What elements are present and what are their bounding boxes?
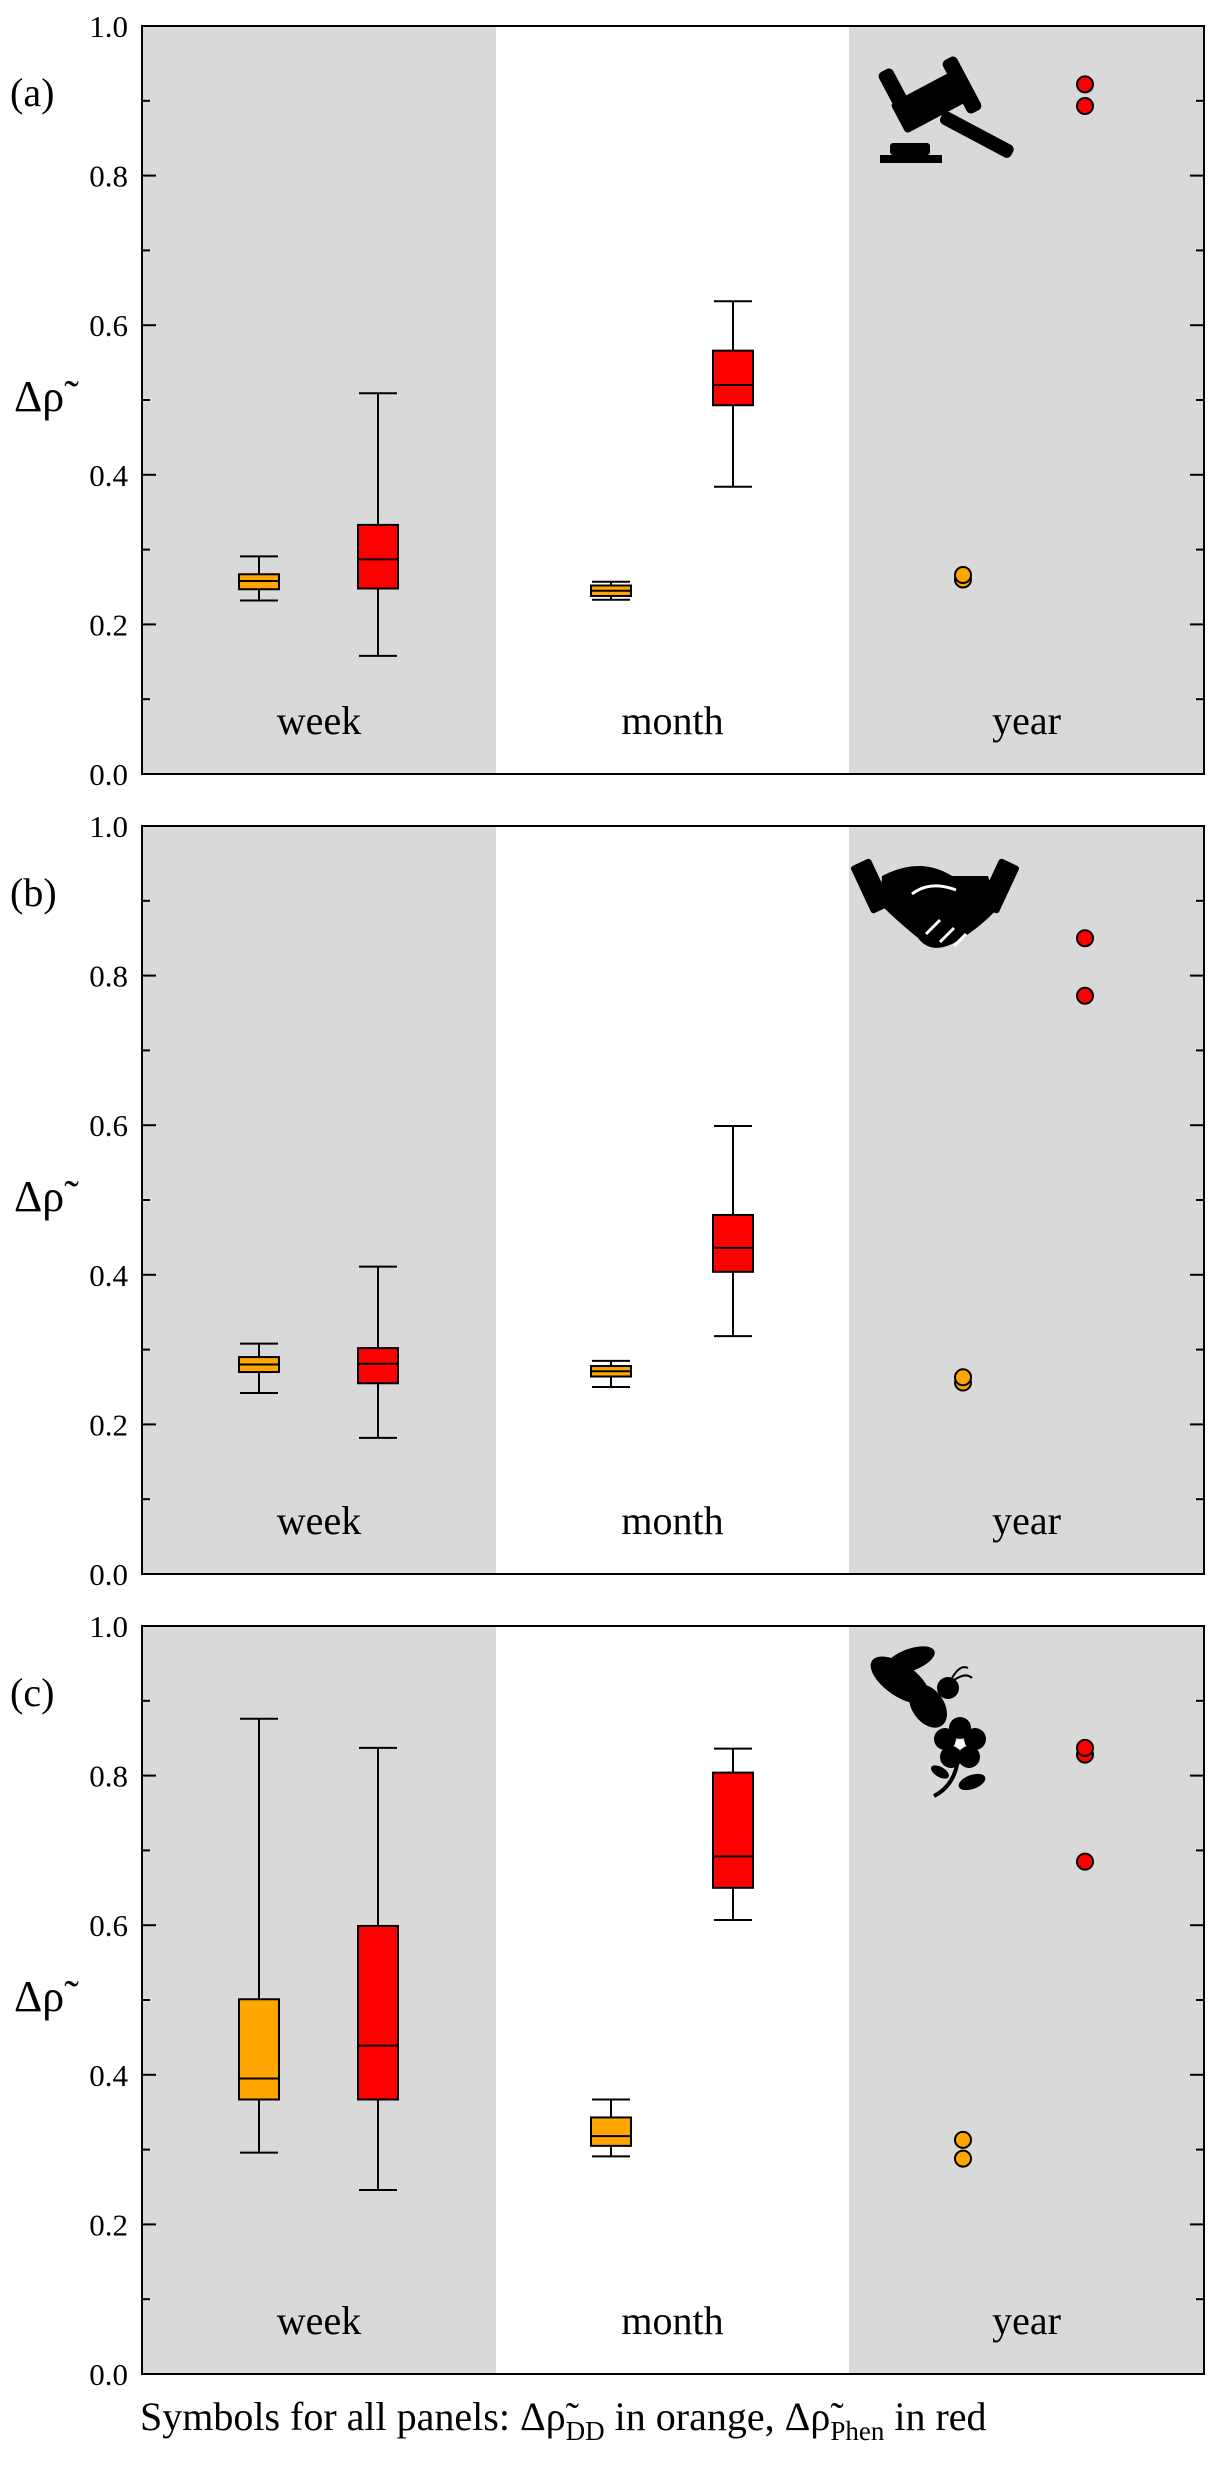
box-body	[712, 1771, 754, 1889]
panel-2: week month year 0.0 0.2 0.4 0.6 0.8 1.0 (b) Δρ̃	[10, 809, 1205, 1592]
box-month-dd	[590, 580, 632, 601]
box-body	[590, 2116, 632, 2147]
box-body	[357, 523, 399, 590]
y-axis-label: Δρ̃	[14, 1972, 79, 2021]
y-tick-label: 0.0	[89, 2357, 128, 2392]
category-label-year: year	[992, 698, 1061, 743]
box-body	[357, 1924, 399, 2101]
box-month-phen	[712, 1747, 754, 1921]
point-year-phen	[1076, 1852, 1094, 1871]
point-year-dd	[954, 1368, 972, 1387]
point-year-phen	[1076, 1738, 1094, 1757]
box-body	[712, 349, 754, 407]
box-week-dd	[238, 1717, 280, 2154]
y-tick-label: 1.0	[89, 809, 128, 844]
y-tick-label: 0.0	[89, 1557, 128, 1592]
category-label-year: year	[992, 2298, 1061, 2343]
panel-label: (a)	[10, 70, 54, 115]
band-year	[849, 26, 1204, 774]
box-body	[712, 1213, 754, 1273]
box-week-dd	[238, 1342, 280, 1394]
y-tick-label: 1.0	[89, 1609, 128, 1644]
box-month-phen	[712, 300, 754, 488]
bee-flower-icon	[870, 1646, 986, 1798]
panel-3: week month year 0.0 0.2 0.4 0.6 0.8 1.0 (c) Δρ̃	[10, 1609, 1205, 2392]
y-tick-label: 0.4	[89, 458, 128, 493]
band-week	[142, 1626, 496, 2374]
y-tick-label: 0.4	[89, 2058, 128, 2093]
box-body	[238, 1998, 280, 2101]
y-tick-label: 0.2	[89, 1407, 128, 1442]
y-tick-label: 0.8	[89, 159, 128, 194]
gavel-icon	[878, 56, 1014, 163]
box-body	[357, 1347, 399, 1385]
y-tick-label: 0.6	[89, 1108, 128, 1143]
box-month-dd	[590, 1359, 632, 1388]
band-week	[142, 826, 496, 1574]
y-axis-label: Δρ̃	[14, 1172, 79, 1221]
handshake-icon	[851, 858, 1019, 948]
y-tick-label: 0.8	[89, 1759, 128, 1794]
box-week-phen	[357, 392, 399, 657]
category-label-month: month	[621, 2298, 723, 2343]
point-year-dd	[954, 2149, 972, 2168]
band-week	[142, 26, 496, 774]
panel-label: (b)	[10, 870, 57, 915]
category-label-month: month	[621, 1498, 723, 1543]
category-label-month: month	[621, 698, 723, 743]
category-label-week: week	[277, 1498, 361, 1543]
point-year-phen	[1076, 929, 1094, 948]
panels: week month year0.00.20.40.60.81.0(a)Δρ̃wee…	[10, 9, 1205, 2392]
box-week-phen	[357, 1265, 399, 1439]
panel-1: week month year 0.0 0.2 0.4 0.6 0.8 1.0 (a) Δρ̃	[10, 9, 1205, 792]
y-tick-label: 0.2	[89, 607, 128, 642]
band-month	[496, 1626, 849, 2374]
point-year-phen	[1076, 986, 1094, 1005]
point-year-phen	[1076, 97, 1094, 116]
category-label-year: year	[992, 1498, 1061, 1543]
box-week-phen	[357, 1746, 399, 2191]
figure-caption: Symbols for all panels: Δρ̃DD in orange,…	[140, 2394, 987, 2446]
y-tick-label: 0.6	[89, 308, 128, 343]
band-year	[849, 1626, 1204, 2374]
y-tick-label: 0.4	[89, 1258, 128, 1293]
box-week-dd	[238, 555, 280, 602]
y-tick-label: 0.6	[89, 1908, 128, 1943]
panel-label: (c)	[10, 1670, 54, 1715]
point-year-dd	[954, 566, 972, 585]
box-month-phen	[712, 1124, 754, 1338]
band-month	[496, 826, 849, 1574]
box-month-dd	[590, 2098, 632, 2158]
y-tick-label: 0.8	[89, 959, 128, 994]
y-axis-label: Δρ̃	[14, 372, 79, 421]
band-year	[849, 826, 1204, 1574]
category-label-week: week	[277, 2298, 361, 2343]
y-tick-label: 0.2	[89, 2207, 128, 2242]
point-year-dd	[954, 2130, 972, 2149]
category-label-week: week	[277, 698, 361, 743]
band-month	[496, 26, 849, 774]
point-year-phen	[1076, 75, 1094, 94]
y-tick-label: 1.0	[89, 9, 128, 44]
y-tick-label: 0.0	[89, 757, 128, 792]
